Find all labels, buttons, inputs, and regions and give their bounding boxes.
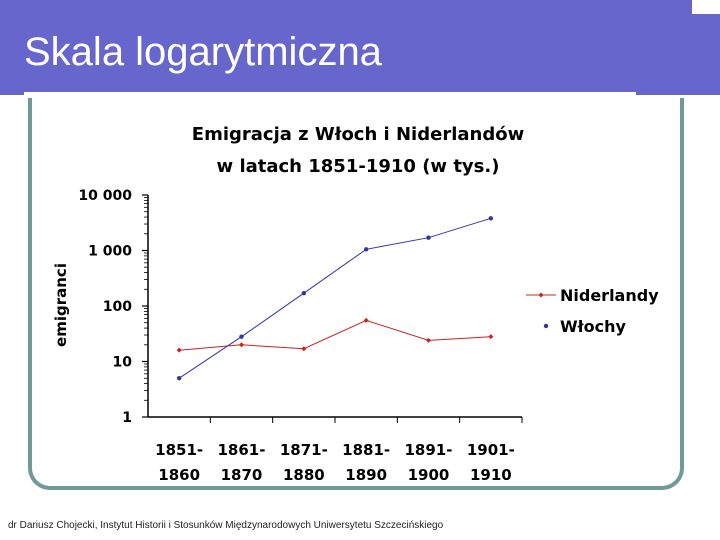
x-tick-label-end: 1900 [408,466,450,484]
data-point-niderlandy [301,346,307,352]
y-tick-label: 1 [122,410,132,426]
x-tick-label-end: 1890 [345,466,387,484]
series-line-włochy [178,217,491,379]
data-point-niderlandy [239,342,244,348]
series-layer [176,216,494,381]
data-point-niderlandy [363,317,369,323]
x-tick-label-end: 1860 [158,466,200,484]
y-tick-label: 10 000 [78,188,132,204]
data-point-włochy [176,376,182,381]
y-tick-label: 1 000 [88,244,132,260]
legend-label: Włochy [560,317,626,336]
title-underline [24,92,636,96]
data-point-niderlandy [426,337,431,343]
x-tick-label-start: 1871- [280,441,328,459]
chart-title-line-2: w latach 1851-1910 (w tys.) [217,156,500,177]
legend-label: Niderlandy [560,286,659,305]
y-axis-label: emigranci [52,263,70,347]
data-point-niderlandy [488,334,494,340]
data-point-niderlandy [176,347,182,353]
x-tick-label-start: 1891- [405,441,453,459]
content-frame [28,98,684,490]
legend: Niderlandy Włochy [526,286,659,336]
x-tick-label-start: 1901- [467,441,515,459]
x-tick-label-start: 1851- [155,441,203,459]
footer-credit: dr Dariusz Chojecki, Instytut Historii i… [8,520,444,531]
x-tick-label-end: 1880 [283,466,325,484]
data-point-włochy [239,334,244,339]
data-point-włochy [426,235,431,240]
x-tick-label-end: 1870 [221,466,263,484]
axes: 1 10 100 1 000 10 000 1851- 1860 1861- 1870 1871-… [78,188,523,484]
series-line-niderlandy [179,319,491,351]
title-bar-notch [692,0,720,14]
x-tick-label-start: 1861- [218,441,266,459]
data-point-włochy [488,216,494,221]
legend-marker [538,292,544,298]
data-point-włochy [363,247,369,252]
legend-marker [543,323,549,329]
x-tick-label-start: 1881- [342,441,390,459]
chart-title-line-1: Emigracja z Włoch i Niderlandów [192,124,524,145]
y-tick-label: 100 [103,299,132,315]
y-tick-label: 10 [113,355,133,371]
title-bar [0,0,720,95]
data-point-włochy [301,291,307,296]
slide-title: Skala logarytmiczna [24,30,382,74]
x-tick-label-end: 1910 [470,466,512,484]
